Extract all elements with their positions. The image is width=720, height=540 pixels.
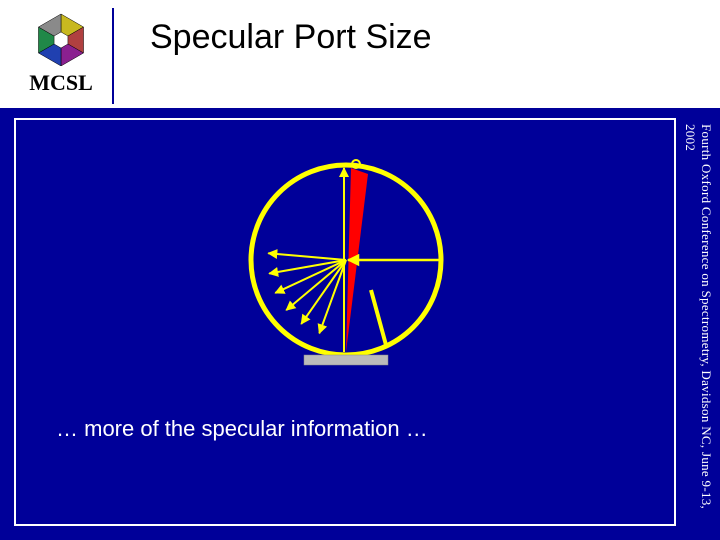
content-frame: … more of the specular information … [14,118,676,526]
header: MCSL Specular Port Size [0,0,720,108]
logo-box: MCSL [12,8,114,104]
header-divider [0,108,720,118]
logo-text: MCSL [14,70,108,96]
slide: MCSL Specular Port Size … more of the sp… [0,0,720,540]
specular-port-diagram [216,130,476,390]
page-title: Specular Port Size [150,18,650,57]
caption: … more of the specular information … [56,416,616,442]
mcsl-logo-icon [30,10,92,66]
conference-footer: Fourth Oxford Conference on Spectrometry… [692,124,714,524]
